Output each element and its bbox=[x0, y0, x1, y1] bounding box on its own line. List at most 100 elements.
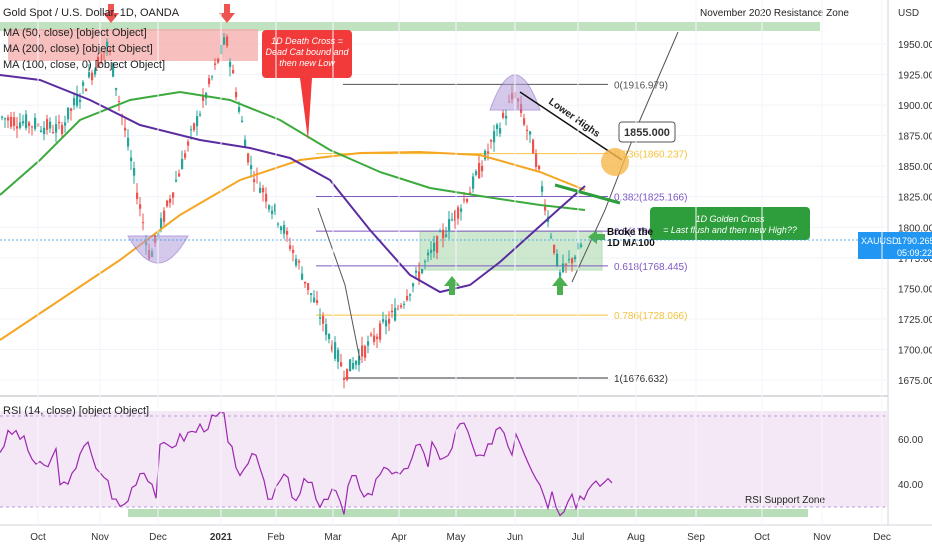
candle-body bbox=[571, 258, 574, 264]
broke-ma-label: 1D MA100 bbox=[607, 238, 655, 249]
candle-body bbox=[109, 50, 112, 52]
price-tick: 1750.000 bbox=[898, 284, 932, 295]
candle-body bbox=[538, 165, 541, 170]
candle-body bbox=[451, 219, 454, 221]
candle-body bbox=[16, 126, 19, 129]
red-arrow-down bbox=[219, 4, 235, 23]
candle-body bbox=[241, 120, 244, 122]
chart-title: Gold Spot / U.S. Dollar, 1D, OANDA bbox=[3, 7, 180, 19]
candle-body bbox=[289, 245, 292, 249]
candle-body bbox=[541, 186, 544, 192]
candle-body bbox=[382, 319, 385, 322]
ma200-legend[interactable]: MA (200, close) [object Object] bbox=[3, 43, 153, 55]
candle-body bbox=[532, 139, 535, 154]
candle-body bbox=[301, 273, 304, 280]
candle-body bbox=[427, 252, 430, 256]
candle-body bbox=[25, 114, 28, 129]
currency-label: USD bbox=[898, 8, 919, 19]
candle-body bbox=[424, 261, 427, 263]
candle-body bbox=[493, 131, 496, 143]
price-pane bbox=[0, 0, 888, 395]
red-arrow-down bbox=[103, 4, 119, 23]
candle-body bbox=[367, 341, 370, 346]
candle-body bbox=[436, 236, 439, 253]
candle-body bbox=[355, 360, 358, 365]
candle-body bbox=[307, 283, 310, 291]
candle-body bbox=[523, 118, 526, 125]
candle-body bbox=[49, 121, 52, 129]
candle-body bbox=[235, 91, 238, 98]
candle-body bbox=[352, 362, 355, 369]
candle-body bbox=[313, 297, 316, 303]
candle-body bbox=[406, 295, 409, 301]
time-tick: Dec bbox=[149, 532, 167, 543]
candle-body bbox=[334, 342, 337, 359]
candle-body bbox=[187, 141, 190, 146]
golden-cross-callout bbox=[650, 207, 810, 240]
candle-body bbox=[295, 258, 298, 266]
candle-body bbox=[466, 199, 469, 202]
current-price-tag bbox=[858, 232, 932, 259]
candle-body bbox=[409, 294, 412, 296]
golden-cross-text: 1D Golden Cross bbox=[695, 214, 765, 224]
candle-body bbox=[283, 225, 286, 234]
candle-body bbox=[43, 127, 46, 135]
candle-body bbox=[97, 56, 100, 69]
candle-body bbox=[166, 200, 169, 207]
time-tick: Sep bbox=[687, 532, 705, 543]
candle-body bbox=[439, 231, 442, 233]
candle-body bbox=[499, 128, 502, 134]
candle-body bbox=[526, 129, 529, 132]
candle-body bbox=[178, 173, 181, 177]
candle-body bbox=[46, 119, 49, 130]
candle-body bbox=[361, 345, 364, 357]
red-zone bbox=[8, 29, 258, 61]
candle-body bbox=[250, 165, 253, 170]
candle-body bbox=[553, 244, 556, 253]
candle-body bbox=[232, 69, 235, 74]
candle-body bbox=[568, 259, 571, 261]
candle-body bbox=[415, 270, 418, 273]
candle-body bbox=[229, 61, 232, 67]
candle-body bbox=[400, 305, 403, 308]
candle-body bbox=[76, 94, 79, 106]
broke-ma-label: Broke the bbox=[607, 227, 654, 238]
price-tick: 1675.000 bbox=[898, 376, 932, 387]
fib-label: 1(1676.632) bbox=[614, 374, 668, 385]
candle-body bbox=[118, 101, 121, 103]
candle-body bbox=[346, 368, 349, 380]
candle-body bbox=[130, 157, 133, 162]
candle-body bbox=[268, 205, 271, 210]
candle-body bbox=[529, 131, 532, 135]
price-tick: 1950.000 bbox=[898, 40, 932, 51]
price-tick: 1725.000 bbox=[898, 315, 932, 326]
candle-body bbox=[202, 95, 205, 101]
candle-body bbox=[490, 139, 493, 142]
candle-body bbox=[7, 117, 10, 121]
candle-body bbox=[550, 236, 553, 238]
candle-body bbox=[376, 336, 379, 340]
ma100-legend[interactable]: MA (100, close, 0) [object Object] bbox=[3, 59, 166, 71]
down-arrow-line bbox=[317, 207, 361, 361]
rsi-legend[interactable]: RSI (14, close) [object Object] bbox=[3, 405, 150, 417]
candle-body bbox=[331, 345, 334, 351]
fib-label: 0.786(1728.066) bbox=[614, 311, 687, 322]
candle-body bbox=[430, 249, 433, 253]
current-symbol: XAUUSD bbox=[861, 236, 899, 246]
candle-body bbox=[433, 242, 436, 252]
price-tick: 1875.000 bbox=[898, 132, 932, 143]
candle-body bbox=[340, 362, 343, 367]
ma50-legend[interactable]: MA (50, close) [object Object] bbox=[3, 27, 147, 39]
candle-body bbox=[454, 211, 457, 221]
resistance-zone bbox=[0, 22, 820, 31]
candle-body bbox=[364, 345, 367, 358]
candle-body bbox=[190, 129, 193, 131]
candle-body bbox=[217, 58, 220, 63]
target-circle bbox=[601, 148, 629, 176]
candle-body bbox=[160, 218, 163, 229]
time-tick: Jul bbox=[572, 532, 585, 543]
price-tick: 1900.000 bbox=[898, 101, 932, 112]
candle-body bbox=[91, 72, 94, 81]
countdown: 05:09:22 bbox=[897, 248, 932, 258]
